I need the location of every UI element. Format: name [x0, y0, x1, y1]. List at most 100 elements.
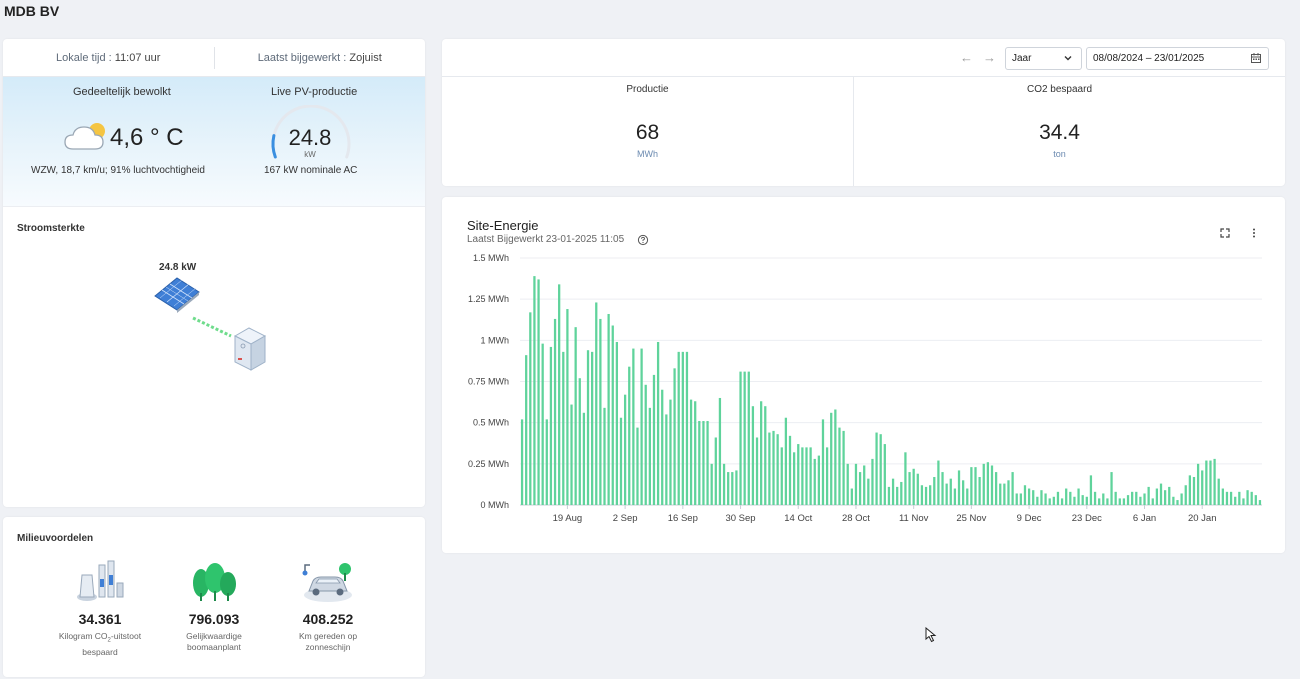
energy-bar [966, 488, 969, 505]
time-bar: Lokale tijd : 11:07 uur Laatst bijgewerk… [3, 39, 425, 77]
energy-bar [652, 374, 656, 505]
energy-bar [821, 419, 825, 505]
energy-bar [1168, 486, 1171, 505]
energy-bar [933, 477, 936, 505]
energy-bar [1081, 495, 1084, 505]
energy-bar [1019, 493, 1022, 505]
energy-bar [706, 421, 709, 505]
energy-bar [784, 417, 788, 505]
energy-bar [1098, 498, 1101, 505]
fullscreen-icon[interactable] [1219, 227, 1231, 239]
energy-bar [681, 351, 684, 505]
y-tick-label: 0.5 MWh [473, 418, 509, 428]
energy-bar [694, 401, 697, 505]
energy-bar [665, 414, 668, 505]
energy-bar [1106, 498, 1109, 505]
km-label: Km gereden op zonneschijn [298, 631, 358, 652]
energy-bar [1217, 478, 1220, 505]
energy-bar [698, 421, 701, 505]
energy-bar [743, 371, 746, 505]
energy-bar [1201, 470, 1204, 505]
energy-bar [702, 421, 705, 505]
energy-bar [949, 478, 952, 505]
energy-bar [591, 351, 594, 505]
energy-bar [562, 351, 565, 505]
x-tick-label: 16 Sep [668, 513, 698, 524]
milieu-title: Milieuvoordelen [17, 533, 94, 544]
energy-bar [1192, 477, 1196, 505]
date-range-field[interactable]: 08/08/2024 – 23/01/2025 [1086, 47, 1269, 70]
co2-benefit: 34.361 Kilogram CO2-uitstoot bespaard [55, 553, 145, 658]
energy-bar [842, 430, 845, 505]
energy-bar [1242, 498, 1245, 505]
energy-bar [747, 371, 750, 505]
help-icon[interactable] [637, 234, 649, 246]
energy-bar [978, 477, 981, 505]
energy-bar [549, 346, 553, 505]
power-flow-illustration [154, 277, 267, 371]
energy-bar [566, 309, 569, 505]
energy-bar [1118, 498, 1121, 505]
energy-bar [912, 468, 915, 505]
energy-bar [929, 485, 932, 505]
energy-bar [924, 486, 928, 505]
energy-bar [1065, 488, 1068, 505]
period-select[interactable]: Jaar [1005, 47, 1082, 70]
energy-bar [867, 478, 870, 505]
energy-bar [920, 485, 924, 505]
energy-bar [1131, 491, 1134, 505]
energy-bar [1056, 491, 1060, 505]
x-tick-label: 19 Aug [553, 513, 583, 524]
energy-bar [792, 452, 796, 505]
previous-period-arrow-icon[interactable]: ← [960, 50, 973, 65]
factory-icon [77, 560, 124, 601]
site-energy-chart: 0 MWh 0.25 MWh 0.5 MWh 0.75 MWh 1 MWh 1.25 MW… [468, 253, 1262, 524]
summary-card: ← → Jaar 08/08/2024 – 23/01/2025 Product… [442, 39, 1285, 186]
more-options-icon[interactable] [1250, 227, 1258, 239]
energy-bar [582, 412, 586, 505]
y-tick-label: 1.5 MWh [473, 253, 509, 263]
energy-bar [825, 447, 829, 505]
stroom-power: 24.8 kW [159, 262, 197, 273]
x-tick-label: 2 Sep [613, 513, 638, 524]
energy-bar [1209, 460, 1212, 505]
x-tick-label: 11 Nov [899, 513, 929, 524]
energy-bar [817, 455, 820, 505]
energy-bar [1089, 475, 1093, 505]
energy-bar [529, 312, 532, 505]
energy-bar [776, 434, 779, 505]
co2-label: Kilogram CO2-uitstoot bespaard [58, 631, 142, 657]
energy-bar [603, 407, 606, 505]
energy-bar [788, 435, 792, 505]
energy-bar [558, 284, 561, 505]
energy-bar [937, 460, 940, 505]
energy-bar [714, 437, 717, 505]
next-period-arrow-icon[interactable]: → [983, 50, 996, 65]
energy-bar [1213, 458, 1216, 505]
x-tick-label: 6 Jan [1133, 513, 1156, 524]
energy-bar [887, 486, 891, 505]
energy-bar [871, 458, 874, 505]
partly-cloudy-icon [64, 123, 105, 150]
energy-bar [772, 430, 775, 505]
inverter-icon [233, 327, 267, 371]
energy-bar [896, 486, 899, 505]
local-time-value: 11:07 uur [114, 51, 161, 64]
energy-bar [1159, 483, 1163, 505]
energy-bar [1048, 498, 1051, 505]
calendar-icon[interactable] [1250, 52, 1262, 64]
energy-bar [801, 447, 804, 505]
energy-bar [1060, 498, 1064, 505]
energy-bar [731, 472, 734, 505]
energy-bar [900, 481, 903, 505]
energy-bar [1027, 488, 1031, 505]
weather-details: WZW, 18,7 km/u; 91% luchtvochtigheid [31, 165, 205, 176]
energy-bar [1225, 491, 1229, 505]
power-flow-dots [192, 316, 232, 338]
x-tick-label: 9 Dec [1017, 513, 1042, 524]
y-tick-label: 0 MWh [480, 500, 509, 510]
energy-bar [1205, 460, 1208, 505]
energy-bar [755, 437, 759, 505]
chart-subtitle: Laatst Bijgewerkt 23-01-2025 11:05 [467, 234, 625, 245]
energy-bar [908, 472, 911, 505]
